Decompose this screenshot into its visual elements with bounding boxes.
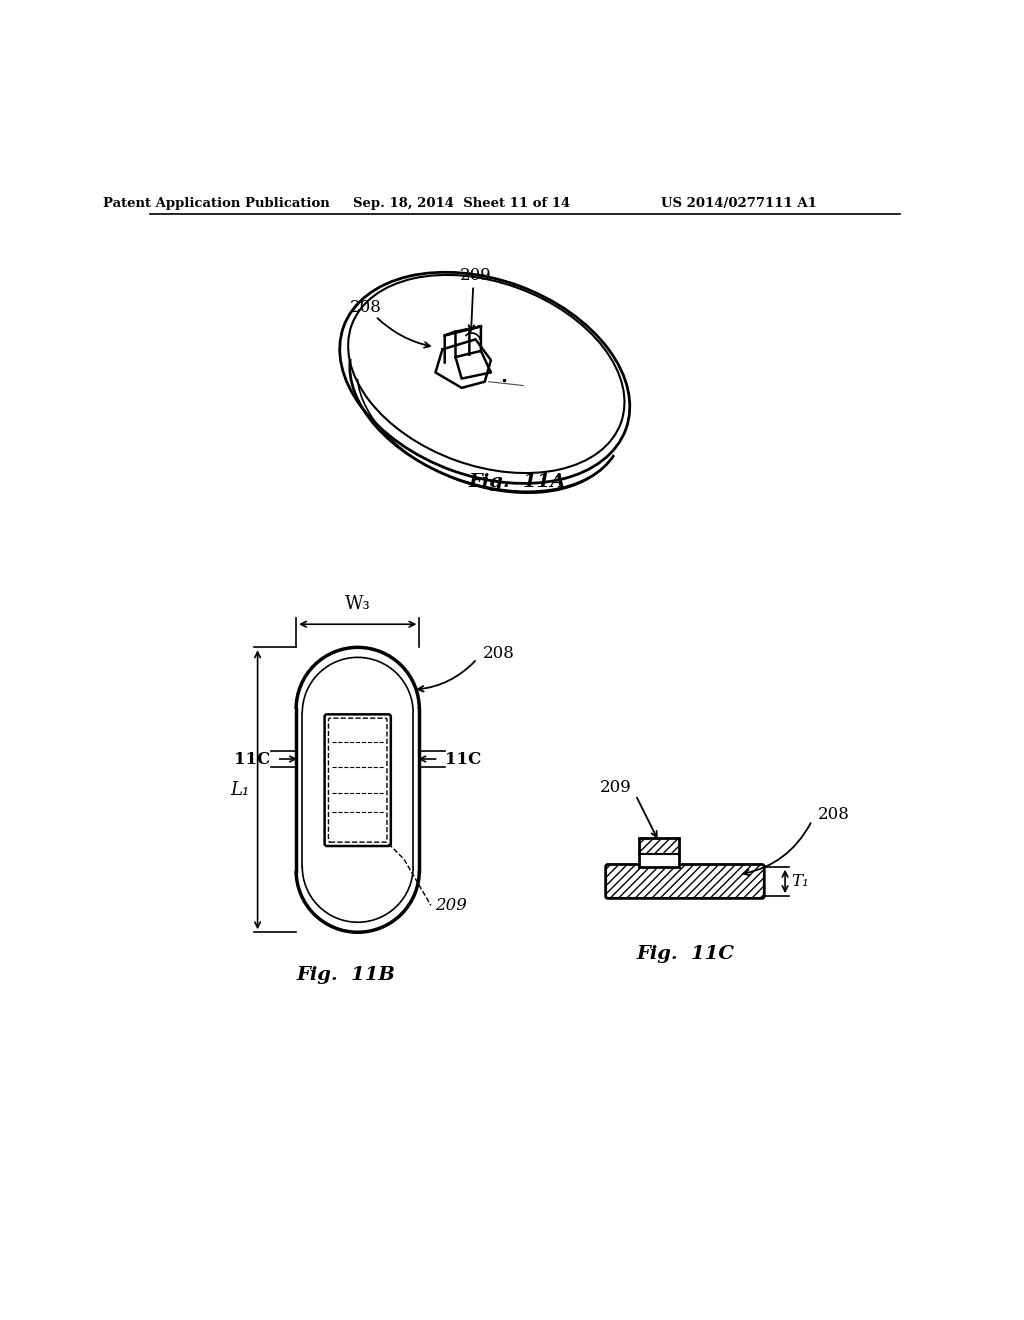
Text: W₃: W₃ xyxy=(345,595,371,614)
Text: L₁: L₁ xyxy=(230,781,250,799)
Text: Fig.  11A: Fig. 11A xyxy=(468,473,566,491)
Text: 11C: 11C xyxy=(234,751,270,767)
Bar xyxy=(639,838,679,854)
Text: 208: 208 xyxy=(349,298,381,315)
Text: 209: 209 xyxy=(435,896,467,913)
Text: 11C: 11C xyxy=(444,751,481,767)
Text: Fig.  11C: Fig. 11C xyxy=(636,945,734,962)
Bar xyxy=(639,838,679,867)
Text: 209: 209 xyxy=(600,779,632,796)
Text: T₁: T₁ xyxy=(792,873,809,890)
Text: 208: 208 xyxy=(817,807,849,822)
Text: US 2014/0277111 A1: US 2014/0277111 A1 xyxy=(660,197,817,210)
FancyBboxPatch shape xyxy=(605,865,764,899)
Text: Sep. 18, 2014  Sheet 11 of 14: Sep. 18, 2014 Sheet 11 of 14 xyxy=(353,197,570,210)
Text: Fig.  11B: Fig. 11B xyxy=(297,966,395,983)
Text: 208: 208 xyxy=(483,645,515,663)
Text: Patent Application Publication: Patent Application Publication xyxy=(103,197,330,210)
Text: 209: 209 xyxy=(460,267,492,284)
